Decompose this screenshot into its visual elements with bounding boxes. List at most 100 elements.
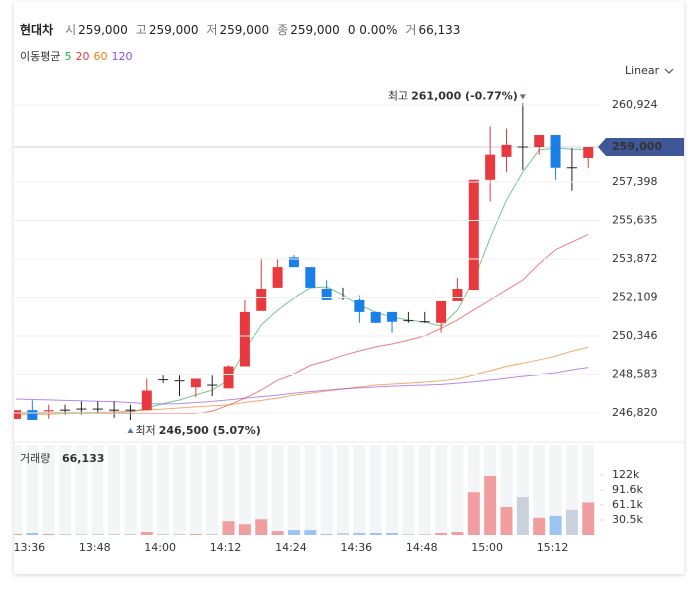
volume-column — [238, 445, 251, 535]
field-key: 고 — [135, 23, 147, 37]
volume-column — [189, 445, 202, 535]
volume-bar — [304, 530, 317, 535]
candle-body — [436, 300, 447, 323]
volume-bar — [320, 534, 333, 535]
y-tick-label: 250,346 — [612, 329, 658, 342]
volume-bar — [467, 492, 480, 535]
volume-bar — [255, 519, 268, 535]
volume-column — [206, 445, 219, 535]
volume-bar — [353, 533, 366, 535]
volume-bar — [533, 517, 546, 535]
volume-bar — [549, 515, 562, 535]
candle-body — [109, 409, 120, 411]
volume-bar — [75, 534, 88, 535]
y-tick-label: 257,398 — [612, 175, 658, 188]
y-tick-label: 255,635 — [612, 214, 658, 227]
candle-body — [207, 384, 218, 386]
volume-bar — [337, 533, 349, 535]
x-tick-label: 14:00 — [144, 541, 176, 554]
candle-body — [305, 267, 316, 288]
volume-bar — [222, 521, 235, 535]
candle-body — [387, 311, 398, 322]
volume-column — [353, 445, 366, 535]
y-tick-label: 91.6k — [612, 483, 643, 496]
annotation-text: 261,000 (-0.77%) — [411, 89, 518, 102]
volume-bar — [484, 475, 497, 535]
volume-column — [337, 445, 349, 535]
x-tick-label: 13:48 — [79, 541, 111, 554]
field-key: 거 — [405, 23, 417, 37]
x-tick-label: 15:12 — [537, 541, 569, 554]
y-tick-label: 122k — [612, 468, 640, 481]
volume-column — [108, 445, 121, 535]
y-tick-label: 253,872 — [612, 252, 658, 265]
volume-column — [386, 445, 399, 535]
volume-bar — [500, 506, 513, 535]
volume-column — [418, 445, 431, 535]
volume-title-value: 66,133 — [62, 452, 104, 465]
field-value: 66,133 — [418, 23, 461, 37]
field-value: 259,000 — [290, 23, 340, 37]
volume-bar — [26, 533, 39, 535]
volume-bar — [369, 533, 382, 535]
field-value: 259,000 — [78, 23, 128, 37]
volume-column — [140, 445, 153, 535]
volume-column — [91, 445, 104, 535]
volume-column — [157, 445, 170, 535]
current-price-label: 259,000 — [612, 140, 662, 153]
volume-bar — [124, 534, 137, 535]
volume-column — [271, 445, 284, 535]
ma-legend: 이동평균 5 20 60 120 — [20, 48, 136, 64]
volume-column — [124, 445, 137, 535]
x-tick-label: 15:00 — [471, 541, 503, 554]
stock-name: 현대차 — [20, 23, 54, 37]
volume-bar — [42, 534, 55, 535]
candle-body — [517, 146, 528, 148]
x-tick-label: 14:48 — [406, 541, 438, 554]
volume-bar — [402, 534, 415, 535]
volume-bar — [14, 534, 22, 535]
field-key: 종 — [277, 23, 289, 37]
volume-column — [533, 445, 546, 535]
annotation-prefix: 최저 — [135, 424, 155, 437]
volume-bar — [157, 534, 170, 535]
volume-bar — [238, 524, 251, 535]
volume-column — [435, 445, 448, 535]
volume-bar — [173, 534, 186, 535]
volume-column — [320, 445, 333, 535]
scale-chevron[interactable] — [664, 68, 674, 74]
candle-body — [158, 379, 169, 381]
y-tick-label: 248,583 — [612, 368, 658, 381]
legend-entry: 120 — [111, 50, 133, 63]
volume-column — [287, 445, 300, 535]
volume-bar — [582, 502, 595, 535]
x-tick-label: 14:24 — [275, 541, 307, 554]
candle-body — [60, 409, 71, 411]
candle-body — [452, 288, 463, 301]
ma-line — [15, 346, 589, 416]
volume-bar — [271, 531, 284, 535]
field-key: 저 — [206, 23, 218, 37]
volume-column — [549, 445, 562, 535]
scale-label[interactable]: Linear — [625, 64, 660, 77]
candle-body — [239, 311, 250, 367]
candle-body — [190, 378, 201, 388]
x-tick-label: 14:12 — [210, 541, 242, 554]
volume-bar — [189, 534, 202, 535]
annotation-prefix: 최고 — [388, 89, 408, 102]
ma-line — [15, 367, 589, 405]
annotation-arrow — [127, 427, 134, 433]
volume-bar — [565, 509, 578, 535]
candle-body — [27, 410, 38, 420]
field-value: 0 0.00% — [347, 23, 398, 37]
candle-body — [534, 135, 545, 148]
candle-body — [419, 321, 430, 323]
volume-column — [369, 445, 382, 535]
volume-bar — [108, 534, 121, 535]
candle-body — [76, 408, 87, 410]
volume-column — [14, 445, 22, 535]
candle-body — [485, 154, 496, 180]
volume-column — [402, 445, 415, 535]
volume-column — [255, 445, 268, 535]
